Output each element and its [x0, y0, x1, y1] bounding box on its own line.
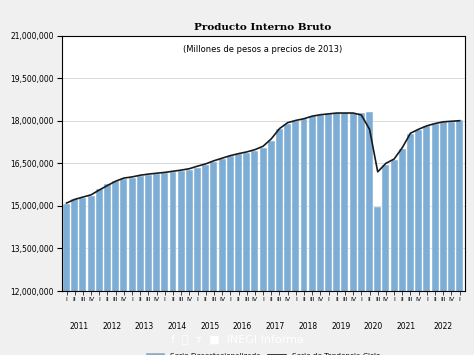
Bar: [104, 184, 111, 355]
Bar: [80, 198, 86, 355]
Bar: [137, 175, 144, 355]
Bar: [112, 181, 119, 355]
Bar: [391, 160, 398, 355]
Text: 2018: 2018: [299, 322, 318, 331]
Bar: [431, 124, 438, 355]
Bar: [235, 154, 242, 355]
Bar: [456, 120, 463, 355]
Bar: [153, 174, 160, 355]
Bar: [366, 113, 373, 355]
Bar: [284, 124, 291, 355]
Bar: [227, 156, 234, 355]
Bar: [374, 207, 381, 355]
Bar: [260, 148, 266, 355]
Title: Producto Interno Bruto: Producto Interno Bruto: [194, 23, 332, 32]
Text: 2017: 2017: [266, 322, 285, 331]
Bar: [219, 159, 226, 355]
Bar: [301, 119, 308, 355]
Bar: [350, 113, 356, 355]
Bar: [276, 129, 283, 355]
Bar: [63, 204, 70, 355]
Text: 2022: 2022: [434, 322, 453, 331]
Bar: [309, 116, 316, 355]
Text: f  Ⓘ  ᴛ  ■  INEGI Informa: f Ⓘ ᴛ ■ INEGI Informa: [171, 334, 303, 344]
Bar: [292, 121, 299, 355]
Text: 2015: 2015: [200, 322, 219, 331]
Bar: [161, 173, 168, 355]
Bar: [399, 148, 406, 355]
Text: 2021: 2021: [397, 322, 416, 331]
Bar: [268, 141, 275, 355]
Bar: [440, 122, 447, 355]
Bar: [358, 113, 365, 355]
Bar: [178, 171, 185, 355]
Bar: [243, 153, 250, 355]
Bar: [448, 121, 455, 355]
Bar: [186, 170, 193, 355]
Bar: [88, 196, 95, 355]
Bar: [415, 130, 422, 355]
Text: 2012: 2012: [102, 322, 121, 331]
Text: 2014: 2014: [167, 322, 187, 331]
Text: 2013: 2013: [135, 322, 154, 331]
Text: 2019: 2019: [331, 322, 350, 331]
Text: 2020: 2020: [364, 322, 383, 331]
Text: 2011: 2011: [69, 322, 88, 331]
Bar: [317, 115, 324, 355]
Bar: [423, 126, 430, 355]
Bar: [145, 175, 152, 355]
Bar: [210, 162, 218, 355]
Text: (Millones de pesos a precios de 2013): (Millones de pesos a precios de 2013): [183, 45, 343, 54]
Bar: [128, 178, 136, 355]
Bar: [383, 165, 389, 355]
Bar: [194, 168, 201, 355]
Bar: [202, 165, 209, 355]
Bar: [407, 134, 414, 355]
Bar: [120, 179, 128, 355]
Bar: [333, 113, 340, 355]
Bar: [170, 172, 176, 355]
Text: 2016: 2016: [233, 322, 252, 331]
Legend: Serie Desestacionalizada, Serie de Tendencia-Ciclo: Serie Desestacionalizada, Serie de Tende…: [146, 353, 380, 355]
Bar: [325, 114, 332, 355]
Bar: [251, 151, 258, 355]
Bar: [71, 200, 78, 355]
Bar: [341, 113, 348, 355]
Bar: [96, 190, 103, 355]
